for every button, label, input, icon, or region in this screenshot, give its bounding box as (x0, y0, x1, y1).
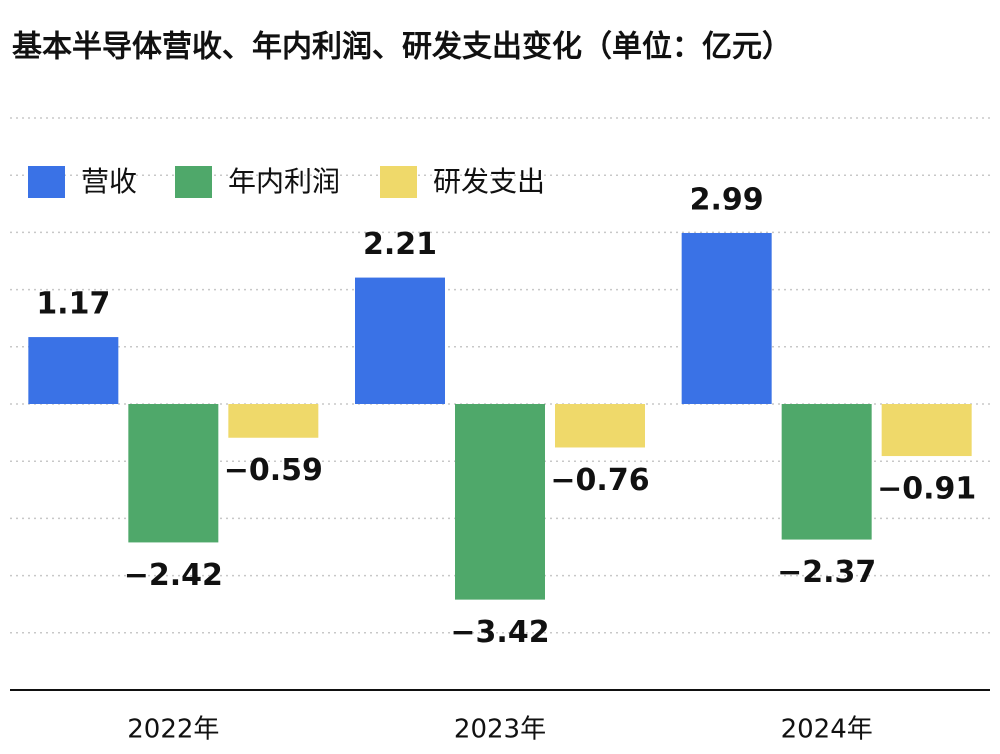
bar (781, 404, 872, 540)
legend-label: 研发支出 (433, 165, 545, 198)
bar (555, 404, 645, 448)
value-label: −2.42 (124, 558, 223, 593)
value-label: 2.99 (690, 182, 764, 217)
bar (228, 404, 319, 438)
x-tick-label: 2023年 (454, 715, 546, 745)
value-label: −0.91 (877, 472, 976, 507)
legend-swatch (380, 166, 417, 198)
bar (455, 404, 545, 600)
x-tick-label: 2024年 (781, 715, 873, 745)
x-tick-label: 2022年 (127, 715, 219, 745)
bar (128, 404, 219, 543)
value-label: −0.59 (224, 453, 323, 488)
bar (881, 404, 972, 457)
value-label: −3.42 (450, 615, 549, 650)
value-label: −0.76 (550, 463, 649, 498)
value-label: 2.21 (363, 227, 437, 262)
value-label: −2.37 (777, 555, 876, 590)
bar (681, 232, 772, 404)
bar (28, 337, 119, 404)
legend-swatch (28, 166, 65, 198)
legend-label: 年内利润 (228, 165, 340, 198)
bar (355, 277, 445, 404)
legend-label: 营收 (81, 165, 137, 198)
legend-swatch (175, 166, 212, 198)
value-label: 1.17 (36, 287, 110, 322)
chart-title: 基本半导体营收、年内利润、研发支出变化（单位：亿元） (12, 30, 792, 65)
